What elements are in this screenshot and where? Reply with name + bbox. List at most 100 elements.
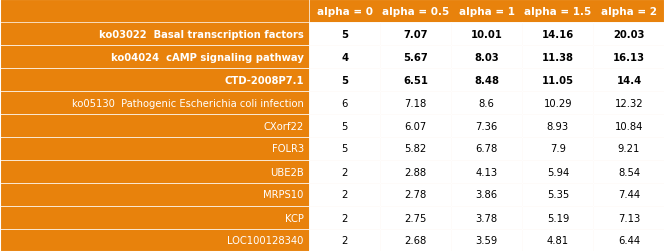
Text: alpha = 1.5: alpha = 1.5: [524, 7, 592, 16]
Bar: [380, 46, 452, 69]
Bar: [309, 23, 380, 46]
Text: 4: 4: [341, 52, 348, 62]
Bar: [452, 137, 522, 160]
Text: 7.07: 7.07: [404, 29, 428, 39]
Bar: [0, 183, 309, 206]
Bar: [309, 69, 380, 92]
Bar: [0, 115, 309, 137]
Bar: [0, 229, 309, 252]
Bar: [380, 183, 452, 206]
Text: 5.19: 5.19: [547, 213, 569, 223]
Bar: [593, 160, 664, 183]
Text: alpha = 0: alpha = 0: [317, 7, 372, 16]
Bar: [522, 92, 593, 115]
Text: 7.18: 7.18: [404, 98, 427, 108]
Text: 5: 5: [341, 29, 348, 39]
Text: 2.78: 2.78: [404, 190, 427, 200]
Bar: [593, 23, 664, 46]
Bar: [522, 229, 593, 252]
Bar: [309, 92, 380, 115]
Bar: [522, 23, 593, 46]
Text: 9.21: 9.21: [618, 144, 640, 154]
Text: 5.94: 5.94: [547, 167, 569, 177]
Bar: [522, 183, 593, 206]
Text: 6.44: 6.44: [618, 236, 640, 245]
Bar: [380, 160, 452, 183]
Bar: [593, 69, 664, 92]
Text: 5: 5: [341, 75, 348, 85]
Text: 3.78: 3.78: [475, 213, 498, 223]
Bar: [0, 206, 309, 229]
Text: 6.51: 6.51: [403, 75, 428, 85]
Bar: [452, 46, 522, 69]
Text: CXorf22: CXorf22: [263, 121, 304, 131]
Bar: [0, 137, 309, 160]
Text: 8.54: 8.54: [618, 167, 640, 177]
Text: 8.48: 8.48: [474, 75, 499, 85]
Text: 5.35: 5.35: [547, 190, 569, 200]
Bar: [452, 160, 522, 183]
Text: 7.9: 7.9: [550, 144, 566, 154]
Text: 20.03: 20.03: [613, 29, 644, 39]
Text: 7.44: 7.44: [618, 190, 640, 200]
Text: 5.67: 5.67: [403, 52, 428, 62]
Bar: [0, 23, 309, 46]
Bar: [452, 92, 522, 115]
Text: 4.13: 4.13: [475, 167, 498, 177]
Text: alpha = 1: alpha = 1: [459, 7, 515, 16]
Bar: [380, 69, 452, 92]
Bar: [522, 206, 593, 229]
Bar: [380, 206, 452, 229]
Text: KCP: KCP: [285, 213, 304, 223]
Text: 5: 5: [341, 121, 348, 131]
Bar: [593, 183, 664, 206]
Bar: [0, 69, 309, 92]
Bar: [593, 46, 664, 69]
Bar: [522, 69, 593, 92]
Text: CTD-2008P7.1: CTD-2008P7.1: [224, 75, 304, 85]
Bar: [380, 115, 452, 137]
Text: 8.93: 8.93: [547, 121, 569, 131]
Text: 2.88: 2.88: [404, 167, 427, 177]
Text: MRPS10: MRPS10: [263, 190, 304, 200]
Text: UBE2B: UBE2B: [270, 167, 304, 177]
Text: 2: 2: [341, 167, 348, 177]
Text: 8.6: 8.6: [479, 98, 495, 108]
Bar: [380, 229, 452, 252]
Text: 6: 6: [341, 98, 348, 108]
Text: 16.13: 16.13: [613, 52, 645, 62]
Text: ko04024  cAMP signaling pathway: ko04024 cAMP signaling pathway: [111, 52, 304, 62]
Text: 3.59: 3.59: [475, 236, 498, 245]
Bar: [309, 137, 380, 160]
Bar: [593, 137, 664, 160]
Text: ko03022  Basal transcription factors: ko03022 Basal transcription factors: [99, 29, 304, 39]
Text: 4.81: 4.81: [547, 236, 569, 245]
Text: 5.82: 5.82: [404, 144, 427, 154]
Bar: [452, 23, 522, 46]
Bar: [522, 160, 593, 183]
Text: FOLR3: FOLR3: [271, 144, 304, 154]
Text: 10.01: 10.01: [471, 29, 503, 39]
Text: 8.03: 8.03: [475, 52, 499, 62]
Text: 2: 2: [341, 213, 348, 223]
Bar: [593, 229, 664, 252]
Text: LOC100128340: LOC100128340: [227, 236, 304, 245]
Bar: [380, 137, 452, 160]
Bar: [0, 0, 309, 23]
Text: 6.78: 6.78: [475, 144, 498, 154]
Text: 2.68: 2.68: [404, 236, 427, 245]
Bar: [309, 229, 380, 252]
Text: 11.05: 11.05: [542, 75, 574, 85]
Bar: [452, 206, 522, 229]
Bar: [522, 115, 593, 137]
Bar: [380, 23, 452, 46]
Bar: [309, 160, 380, 183]
Text: 2: 2: [341, 190, 348, 200]
Text: 6.07: 6.07: [404, 121, 427, 131]
Bar: [452, 183, 522, 206]
Text: 10.84: 10.84: [615, 121, 643, 131]
Bar: [593, 206, 664, 229]
Text: 14.16: 14.16: [542, 29, 574, 39]
Text: 2: 2: [341, 236, 348, 245]
Text: 2.75: 2.75: [404, 213, 427, 223]
